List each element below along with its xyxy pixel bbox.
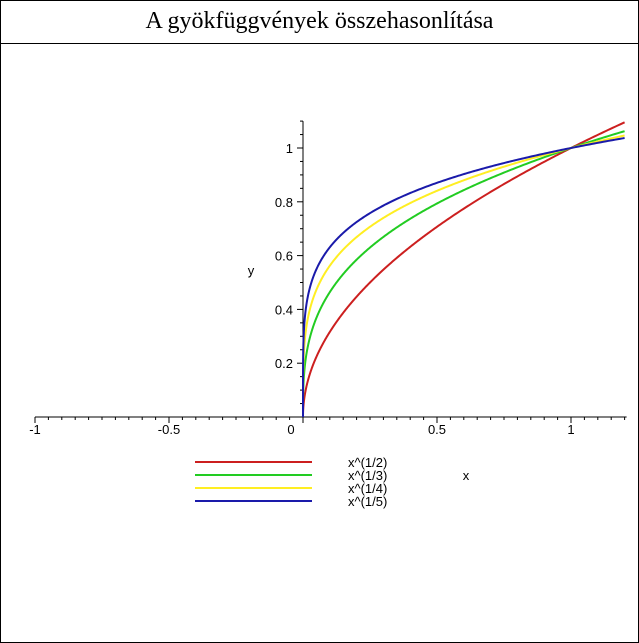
- x-tick-label: 0: [287, 422, 294, 437]
- series-line-2: [302, 130, 625, 417]
- title-bar: A gyökfüggvények összehasonlítása: [1, 1, 638, 44]
- chart-title: A gyökfüggvények összehasonlítása: [145, 8, 494, 34]
- x-tick-label: -0.5: [158, 422, 180, 437]
- legend-label-4: x^(1/5): [348, 494, 387, 509]
- y-tick-label: 0.6: [275, 249, 293, 264]
- series-line-1: [302, 121, 626, 417]
- y-tick-label: 0.4: [275, 302, 293, 317]
- x-axis-label: x: [463, 468, 470, 483]
- y-axis-label: y: [248, 263, 255, 278]
- series-line-4: [302, 137, 625, 417]
- y-tick-label: 0.2: [275, 356, 293, 371]
- x-tick-label: 0.5: [428, 422, 446, 437]
- series-line-3: [302, 134, 625, 417]
- legend-label-1: x^(1/2): [348, 455, 387, 470]
- y-tick-label: 1: [286, 141, 293, 156]
- x-tick-label: -1: [29, 422, 41, 437]
- x-tick-label: 1: [567, 422, 574, 437]
- y-tick-label: 0.8: [275, 195, 293, 210]
- legend-label-2: x^(1/3): [348, 468, 387, 483]
- legend-label-3: x^(1/4): [348, 481, 387, 496]
